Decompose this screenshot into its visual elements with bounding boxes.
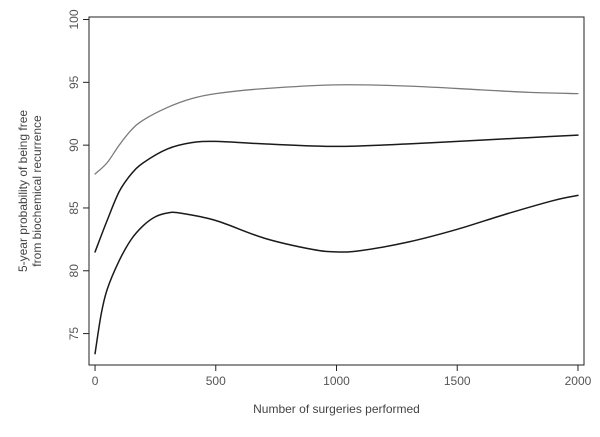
y-axis-title-line-1: 5-year probability of being free [16, 110, 30, 272]
y-tick-label: 100 [67, 9, 81, 29]
x-tick-label: 500 [206, 374, 226, 388]
y-tick-label: 85 [67, 201, 81, 215]
axis-ticks: 0 500 1000 1500 2000 75 80 85 90 95 100 [67, 9, 592, 388]
y-tick-label: 95 [67, 75, 81, 89]
y-tick-label: 75 [67, 327, 81, 341]
x-tick-label: 2000 [565, 374, 592, 388]
plot-frame [88, 16, 585, 366]
y-tick-label: 90 [67, 138, 81, 152]
y-axis-title-line-2: from biochemical recurrence [30, 115, 44, 267]
x-tick-label: 1000 [323, 374, 350, 388]
x-tick-label: 0 [92, 374, 99, 388]
x-tick-label: 1500 [444, 374, 471, 388]
series-line-3 [94, 194, 579, 355]
series-line-2 [94, 134, 579, 253]
series-layer [94, 84, 579, 355]
y-tick-label: 80 [67, 264, 81, 278]
x-axis-title: Number of surgeries performed [253, 402, 420, 416]
series-line-1 [94, 84, 579, 175]
